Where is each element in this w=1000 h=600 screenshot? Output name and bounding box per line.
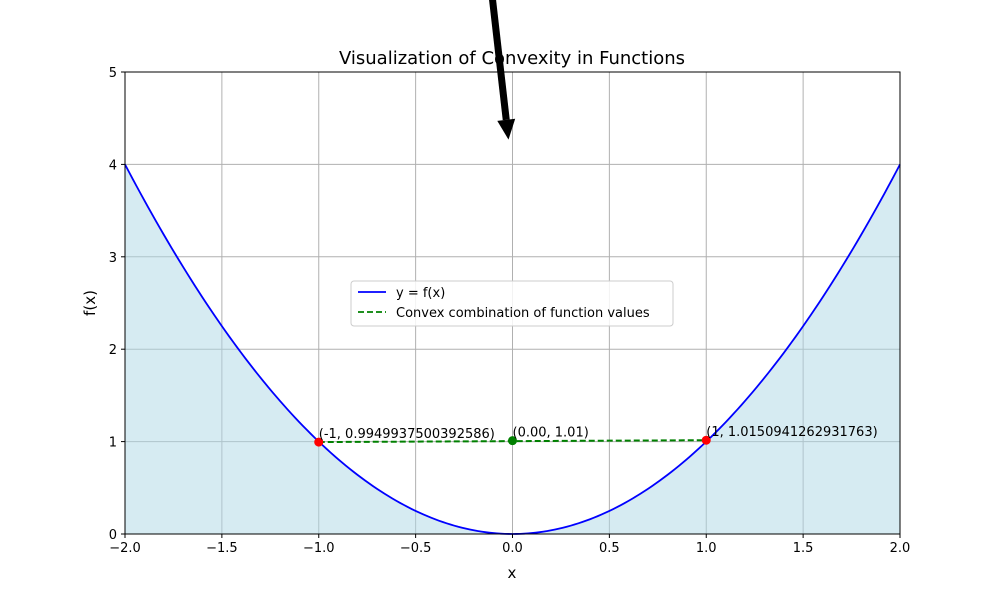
x-axis-label: x bbox=[508, 564, 517, 582]
x-tick-label: 1.5 bbox=[793, 541, 814, 556]
x-tick-label: −0.5 bbox=[400, 541, 432, 556]
x-tick-label: 2.0 bbox=[890, 541, 911, 556]
x-tick-label: 0.0 bbox=[502, 541, 523, 556]
y-tick-label: 2 bbox=[109, 343, 117, 358]
data-point bbox=[701, 435, 711, 445]
data-point-label: (1, 1.0150941262931763) bbox=[706, 425, 877, 440]
data-point-label: (-1, 0.9949937500392586) bbox=[319, 427, 495, 442]
y-tick-label: 1 bbox=[109, 436, 117, 451]
x-tick-label: −1.5 bbox=[206, 541, 238, 556]
x-tick-label: 0.5 bbox=[599, 541, 620, 556]
chart-title: Visualization of Convexity in Functions bbox=[339, 48, 685, 69]
annotation-arrow-head bbox=[497, 118, 516, 140]
y-tick-label: 3 bbox=[109, 251, 117, 266]
data-point-label: (0.00, 1.01) bbox=[513, 426, 589, 441]
data-point bbox=[508, 436, 517, 446]
y-tick-label: 4 bbox=[109, 158, 117, 173]
x-tick-label: −1.0 bbox=[303, 541, 335, 556]
annotation-arrow bbox=[489, 0, 516, 140]
y-tick-label: 0 bbox=[109, 528, 117, 543]
legend-label-curve: y = f(x) bbox=[396, 286, 445, 301]
points-layer: (-1, 0.9949937500392586) (0.00, 1.01) (1, … bbox=[314, 425, 878, 447]
y-tick-label: 5 bbox=[109, 66, 117, 81]
legend-box bbox=[350, 280, 674, 327]
annotation-arrow-shaft bbox=[489, 0, 510, 121]
ticks: −2.0 −1.5 −1.0 −0.5 0.0 0.5 1.0 1.5 2.0 0 1 2 3 4 5 bbox=[109, 66, 911, 556]
x-tick-label: 1.0 bbox=[696, 541, 717, 556]
x-tick-label: −2.0 bbox=[109, 541, 141, 556]
y-axis-label: f(x) bbox=[81, 290, 99, 316]
legend: y = f(x) Convex combination of function … bbox=[350, 280, 674, 327]
legend-label-convex: Convex combination of function values bbox=[396, 306, 650, 321]
data-point bbox=[314, 437, 324, 447]
